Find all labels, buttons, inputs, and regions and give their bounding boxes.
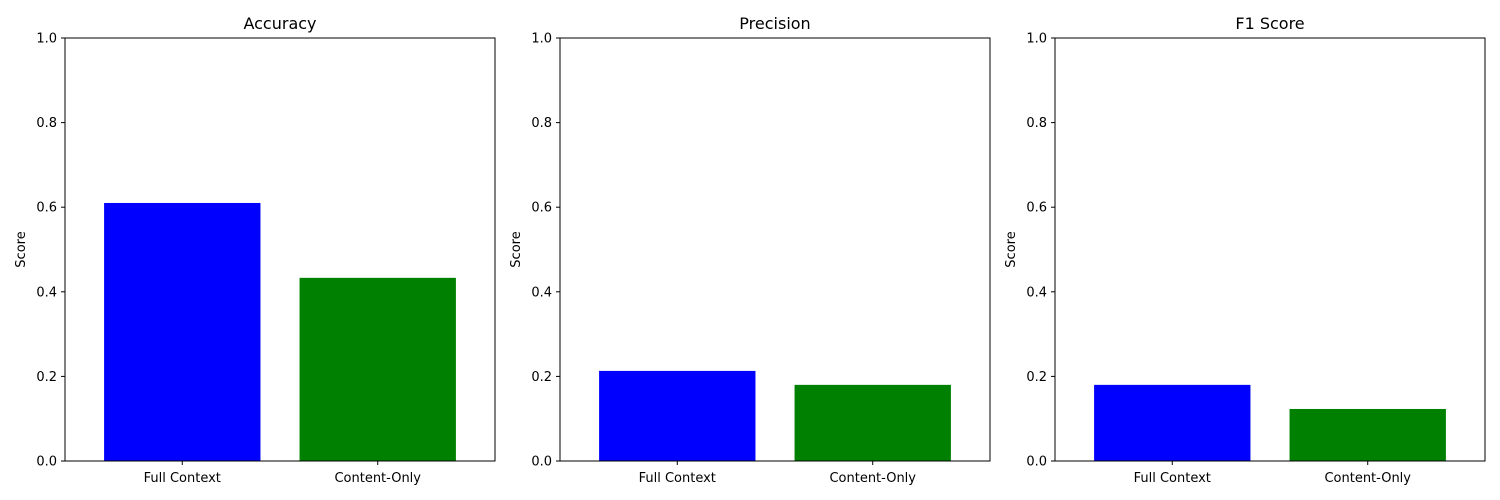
y-axis-label: Score <box>14 231 29 267</box>
bar-content-only <box>1289 408 1446 461</box>
y-tick-label: 0.8 <box>36 116 57 131</box>
y-tick-label: 1.0 <box>1026 32 1047 47</box>
y-tick-label: 1.0 <box>531 32 552 47</box>
y-tick-label: 0.0 <box>531 455 552 470</box>
bar-full-context <box>104 202 261 461</box>
bar-full-context <box>1094 384 1251 461</box>
y-axis-label: Score <box>509 231 524 267</box>
chart-panel-1: 0.0 0.2 0.4 0.6 0.8 1.0 Full Context Content-On… <box>14 14 496 486</box>
y-tick-label: 0.2 <box>36 370 57 385</box>
chart-panel-3: 0.0 0.2 0.4 0.6 0.8 1.0 Full Context Content-On… <box>1004 14 1486 486</box>
y-tick-label: 0.2 <box>531 370 552 385</box>
panel-title: F1 Score <box>1235 14 1304 33</box>
x-tick-label: Full Context <box>144 471 221 486</box>
panel-title: Precision <box>739 14 810 33</box>
plot-frame <box>1054 37 1486 462</box>
panel-title: Accuracy <box>243 14 316 33</box>
bar-content-only <box>794 384 951 461</box>
x-tick-label: Full Context <box>639 471 716 486</box>
y-tick-label: 0.4 <box>531 285 552 300</box>
y-tick-label: 0.6 <box>36 201 57 216</box>
y-tick-label: 0.0 <box>1026 455 1047 470</box>
y-tick-label: 0.6 <box>1026 201 1047 216</box>
plot-frame <box>559 37 991 462</box>
y-tick-label: 0.8 <box>1026 116 1047 131</box>
chart-panel-2: 0.0 0.2 0.4 0.6 0.8 1.0 Full Context Content-On… <box>509 14 991 486</box>
plot-frame <box>64 37 496 462</box>
y-tick-label: 0.4 <box>1026 285 1047 300</box>
x-tick-label: Content-Only <box>334 471 421 486</box>
x-tick-label: Full Context <box>1134 471 1211 486</box>
y-tick-label: 0.8 <box>531 116 552 131</box>
y-tick-label: 0.4 <box>36 285 57 300</box>
x-tick-label: Content-Only <box>829 471 916 486</box>
x-tick-label: Content-Only <box>1324 471 1411 486</box>
bar-full-context <box>599 370 756 461</box>
bar-content-only <box>299 277 456 461</box>
y-tick-label: 0.6 <box>531 201 552 216</box>
y-tick-label: 0.2 <box>1026 370 1047 385</box>
y-tick-label: 0.0 <box>36 455 57 470</box>
y-axis-label: Score <box>1004 231 1019 267</box>
y-tick-label: 1.0 <box>36 32 57 47</box>
